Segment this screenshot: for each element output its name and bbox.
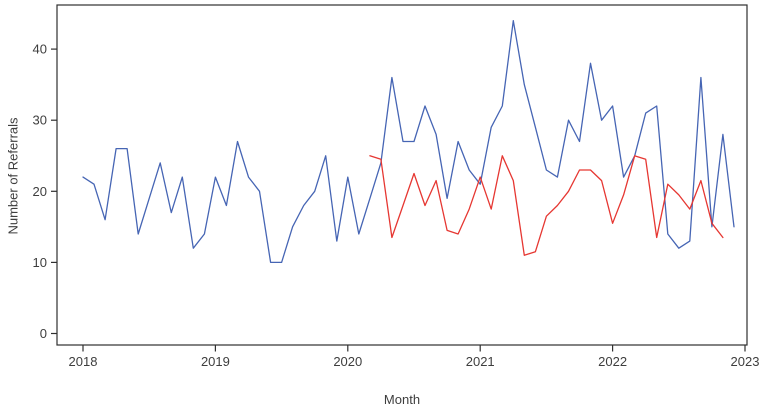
x-tick-label: 2020 — [333, 354, 362, 369]
y-tick-label: 0 — [40, 326, 47, 341]
y-tick-label: 40 — [33, 42, 47, 57]
plot-frame — [56, 4, 748, 346]
x-tick-label: 2023 — [731, 354, 760, 369]
y-tick-label: 10 — [33, 255, 47, 270]
x-tick-label: 2018 — [69, 354, 98, 369]
blue-series-line — [82, 20, 735, 264]
red-series-line — [369, 155, 724, 256]
x-tick-label: 2019 — [201, 354, 230, 369]
x-tick-label: 2022 — [598, 354, 627, 369]
y-tick-label: 30 — [33, 113, 47, 128]
y-tick-label: 20 — [33, 184, 47, 199]
x-axis-title: Month — [383, 392, 421, 407]
y-axis-title: Number of Referrals — [5, 117, 21, 235]
x-tick-label: 2021 — [466, 354, 495, 369]
